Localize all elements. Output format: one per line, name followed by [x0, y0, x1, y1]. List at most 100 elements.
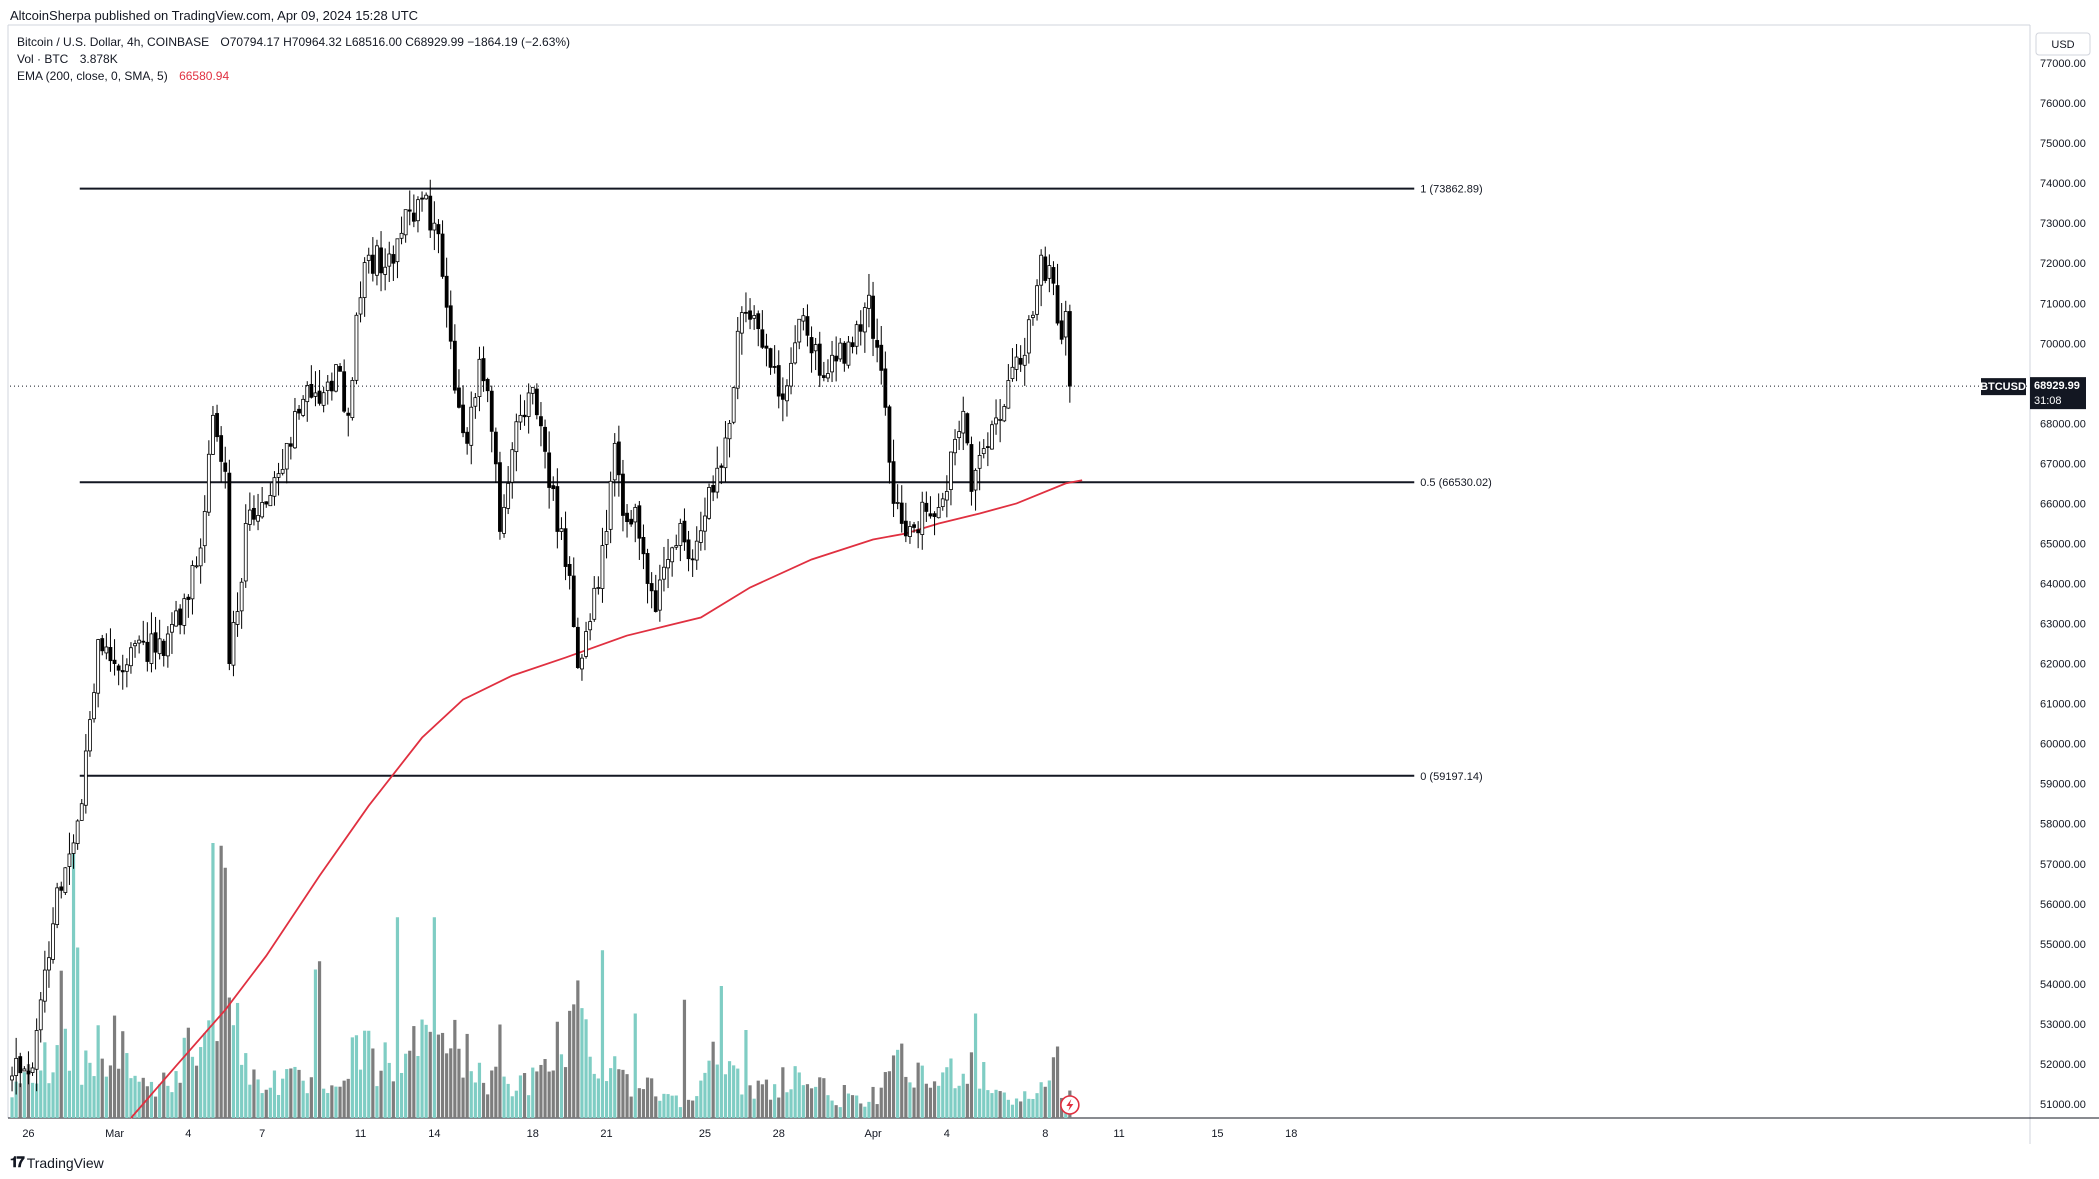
candle[interactable] — [120, 654, 125, 690]
candle[interactable] — [694, 526, 699, 570]
candle[interactable] — [891, 439, 896, 518]
candle[interactable] — [174, 600, 178, 627]
candle[interactable] — [735, 316, 740, 400]
candle[interactable] — [780, 377, 785, 422]
candle[interactable] — [243, 504, 248, 588]
fib-retracement[interactable]: 1 (73862.89) 0.5 (66530.02) 0 (59197.14) — [79, 184, 1492, 783]
candle[interactable] — [485, 377, 490, 403]
candle[interactable] — [1022, 337, 1027, 386]
candle[interactable] — [940, 492, 945, 511]
candle[interactable] — [38, 991, 43, 1043]
candle[interactable] — [403, 209, 408, 243]
candle[interactable] — [817, 331, 822, 387]
candle[interactable] — [88, 711, 92, 757]
candle[interactable] — [223, 446, 228, 489]
candle[interactable] — [129, 642, 133, 674]
candle[interactable] — [30, 1062, 35, 1076]
candle[interactable] — [653, 574, 658, 613]
candle[interactable] — [92, 683, 96, 723]
candle[interactable] — [354, 312, 359, 385]
candle[interactable] — [457, 369, 461, 409]
candle[interactable] — [977, 441, 982, 491]
candle[interactable] — [1039, 249, 1044, 307]
candle[interactable] — [510, 442, 515, 499]
candle[interactable] — [854, 320, 859, 355]
candle[interactable] — [715, 446, 720, 499]
candle[interactable] — [227, 459, 232, 671]
candle[interactable] — [145, 622, 150, 672]
candle[interactable] — [936, 493, 941, 519]
candle[interactable] — [137, 635, 142, 654]
candle[interactable] — [206, 440, 211, 517]
candle[interactable] — [748, 298, 752, 330]
candle[interactable] — [461, 385, 465, 438]
candle[interactable] — [752, 305, 757, 330]
candle[interactable] — [612, 433, 617, 497]
candle[interactable] — [1063, 300, 1068, 356]
candle[interactable] — [801, 307, 806, 331]
legend-ema-row[interactable]: EMA (200, close, 0, SMA, 5) 66580.94 — [17, 68, 570, 85]
candle[interactable] — [71, 834, 76, 869]
candle[interactable] — [575, 617, 580, 669]
candle[interactable] — [1047, 254, 1052, 293]
candle[interactable] — [920, 491, 925, 550]
candle[interactable] — [247, 492, 252, 531]
candle[interactable] — [379, 231, 383, 292]
candle[interactable] — [600, 527, 605, 603]
candle[interactable] — [1014, 344, 1019, 382]
candle[interactable] — [731, 386, 736, 425]
candle[interactable] — [141, 620, 146, 646]
candle[interactable] — [153, 616, 158, 670]
candle[interactable] — [641, 524, 646, 570]
candle[interactable] — [75, 819, 80, 850]
candle[interactable] — [633, 503, 638, 543]
candle[interactable] — [1055, 263, 1060, 326]
candle[interactable] — [301, 395, 306, 418]
candle[interactable] — [358, 281, 363, 323]
candle[interactable] — [596, 576, 601, 595]
candle[interactable] — [51, 907, 55, 964]
time-axis[interactable]: 26 Mar 4 7 11 14 18 21 25 28 Apr 4 8 11 15 18 — [22, 1128, 1297, 1140]
candle[interactable] — [469, 391, 474, 465]
candle[interactable] — [448, 290, 453, 350]
candle[interactable] — [793, 325, 798, 365]
candle[interactable] — [186, 594, 191, 618]
candles[interactable] — [10, 179, 1072, 1095]
candle[interactable] — [219, 426, 224, 483]
candle[interactable] — [883, 351, 888, 416]
candle[interactable] — [22, 1066, 27, 1072]
candle[interactable] — [198, 538, 203, 584]
candle[interactable] — [539, 402, 543, 447]
candle[interactable] — [165, 626, 170, 668]
candle[interactable] — [96, 638, 101, 708]
candle[interactable] — [981, 439, 986, 459]
candle[interactable] — [530, 386, 535, 405]
candle[interactable] — [252, 495, 256, 526]
candle[interactable] — [534, 383, 539, 420]
candle[interactable] — [424, 192, 429, 200]
candle[interactable] — [813, 337, 818, 371]
candle[interactable] — [346, 407, 351, 437]
candle[interactable] — [994, 399, 998, 435]
candle[interactable] — [744, 292, 748, 323]
candle[interactable] — [362, 257, 367, 317]
candle[interactable] — [690, 549, 695, 577]
candle[interactable] — [1051, 261, 1056, 296]
candle[interactable] — [350, 377, 355, 421]
candle[interactable] — [625, 504, 629, 538]
candle[interactable] — [317, 370, 322, 406]
candle[interactable] — [133, 640, 137, 658]
candle[interactable] — [432, 201, 437, 251]
candle[interactable] — [514, 413, 519, 472]
candle[interactable] — [334, 364, 338, 393]
candle[interactable] — [272, 471, 277, 506]
candle[interactable] — [621, 459, 625, 532]
candle[interactable] — [949, 451, 953, 506]
candle[interactable] — [764, 333, 769, 367]
candle[interactable] — [973, 468, 978, 511]
candle[interactable] — [14, 1037, 19, 1095]
candle[interactable] — [588, 613, 593, 641]
candle[interactable] — [760, 310, 765, 349]
candle[interactable] — [202, 495, 207, 563]
